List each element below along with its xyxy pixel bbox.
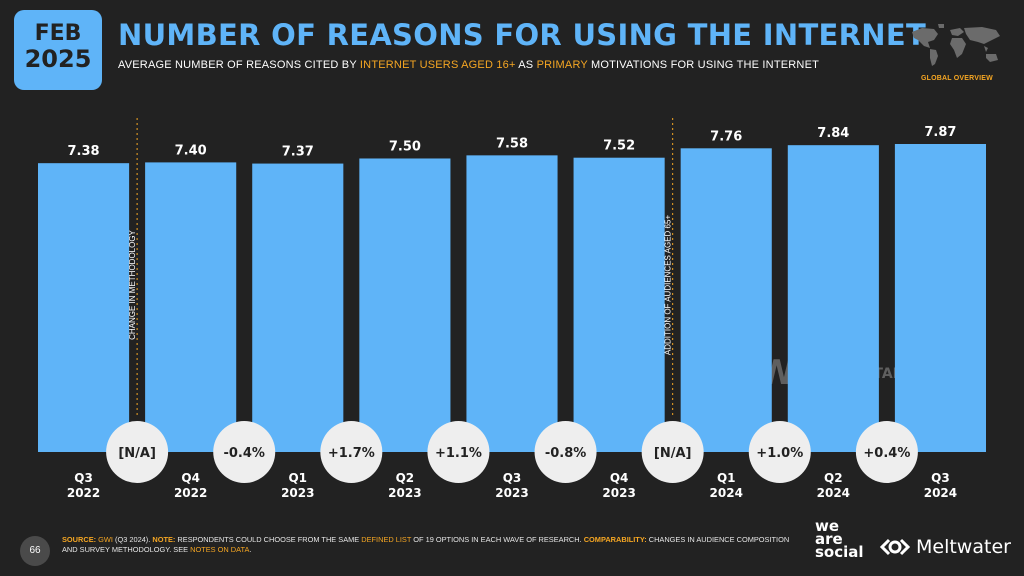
notes-on-data-link[interactable]: NOTES ON DATA	[190, 545, 250, 554]
data-label: 7.76	[710, 129, 742, 144]
change-label: +0.4%	[863, 446, 910, 461]
page-subtitle: AVERAGE NUMBER OF REASONS CITED BY INTER…	[118, 59, 819, 71]
bar	[466, 155, 558, 452]
note-label: NOTE:	[152, 535, 176, 544]
change-label: -0.8%	[545, 446, 586, 461]
x-tick-label-quarter: Q2	[396, 471, 415, 485]
change-circle	[213, 421, 276, 483]
x-tick-label-quarter: Q3	[931, 471, 950, 485]
x-tick-label-year: 2024	[817, 486, 850, 500]
bar	[252, 163, 344, 452]
bar	[680, 148, 772, 452]
change-circle	[534, 421, 597, 483]
defined-list-link[interactable]: DEFINED LIST	[361, 535, 412, 544]
logo-line-2: are	[815, 530, 843, 548]
x-tick-label-quarter: Q3	[74, 471, 93, 485]
date-month: FEB	[34, 21, 82, 46]
meltwater-text: Meltwater	[916, 536, 1011, 558]
subtitle-text-1: AVERAGE NUMBER OF REASONS CITED BY	[118, 59, 360, 71]
change-circle	[855, 421, 918, 483]
footer-source-notes: SOURCE: GWI (Q3 2024). NOTE: RESPONDENTS…	[62, 535, 802, 555]
x-tick-label-year: 2023	[495, 486, 528, 500]
bar	[359, 158, 451, 453]
subtitle-highlight-primary: PRIMARY	[536, 59, 588, 71]
annotation-label: ADDITION OF AUDIENCES AGED 65+	[664, 215, 673, 356]
x-tick-label-quarter: Q4	[610, 471, 629, 485]
data-label: 7.58	[496, 136, 528, 151]
change-circle	[748, 421, 811, 483]
page-title: NUMBER OF REASONS FOR USING THE INTERNET	[118, 18, 927, 52]
meltwater-icon	[880, 538, 910, 556]
subtitle-highlight-audience: INTERNET USERS AGED 16+	[359, 59, 516, 71]
date-year: 2025	[24, 45, 92, 73]
x-tick-label-year: 2022	[67, 486, 100, 500]
x-tick-label-year: 2023	[388, 486, 421, 500]
we-are-social-logo: we are social	[815, 517, 864, 561]
data-label: 7.87	[924, 125, 956, 140]
x-tick-label-quarter: Q2	[824, 471, 843, 485]
logo-line-1: we	[815, 517, 840, 535]
change-label: [N/A]	[118, 446, 156, 461]
data-label: 7.84	[817, 126, 849, 141]
data-label: 7.38	[68, 144, 100, 159]
change-label: +1.7%	[328, 446, 375, 461]
data-label: 7.52	[603, 139, 635, 154]
note-text-2: OF 19 OPTIONS IN EACH WAVE OF RESEARCH.	[411, 535, 584, 544]
data-label: 7.50	[389, 139, 421, 154]
world-map-icon	[912, 24, 1000, 66]
x-tick-label-quarter: Q1	[717, 471, 736, 485]
change-circle	[106, 421, 169, 483]
change-label: +1.0%	[756, 446, 803, 461]
bar	[38, 163, 130, 452]
change-circle	[641, 421, 704, 483]
x-tick-label-quarter: Q3	[503, 471, 522, 485]
subtitle-text-2: AS	[515, 59, 537, 71]
bar	[894, 144, 986, 452]
x-tick-label-year: 2023	[281, 486, 314, 500]
x-tick-label-quarter: Q1	[288, 471, 307, 485]
note-text: RESPONDENTS COULD CHOOSE FROM THE SAME	[175, 535, 362, 544]
comparability-text: CHANGES IN AUDIENCE COMPOSITION AND SURV…	[62, 535, 790, 554]
map-label: GLOBAL OVERVIEW	[921, 75, 993, 82]
x-tick-label-year: 2024	[924, 486, 957, 500]
change-label: -0.4%	[223, 446, 264, 461]
subtitle-text-3: MOTIVATIONS FOR USING THE INTERNET	[587, 59, 820, 71]
logo-line-3: social	[815, 543, 864, 561]
date-badge: FEB 2025	[14, 10, 102, 90]
annotation-label: CHANGE IN METHODOLOGY	[128, 229, 137, 339]
x-tick-label-quarter: Q4	[181, 471, 200, 485]
bar	[787, 145, 879, 452]
change-label: +1.1%	[435, 446, 482, 461]
x-tick-label-year: 2022	[174, 486, 207, 500]
page-number: 66	[20, 536, 50, 566]
source-label: SOURCE:	[62, 535, 97, 544]
bar	[145, 162, 237, 452]
source-detail: (Q3 2024).	[112, 535, 153, 544]
bar	[573, 157, 665, 453]
change-label: [N/A]	[654, 446, 692, 461]
footer-end: .	[249, 545, 252, 554]
x-tick-label-year: 2023	[602, 486, 635, 500]
meltwater-logo: Meltwater	[880, 536, 1011, 558]
change-circle	[427, 421, 490, 483]
source-gwi-link[interactable]: GWI	[98, 535, 113, 544]
data-label: 7.37	[282, 145, 314, 160]
comparability-label: COMPARABILITY:	[583, 535, 647, 544]
data-label: 7.40	[175, 143, 207, 158]
x-tick-label-year: 2024	[710, 486, 743, 500]
change-circle	[320, 421, 383, 483]
